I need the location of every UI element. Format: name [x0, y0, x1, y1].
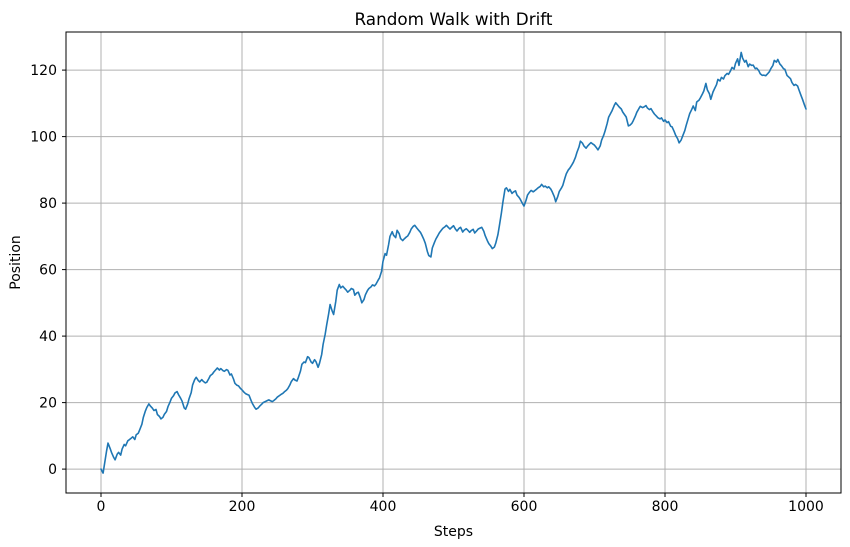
- y-tick-label: 20: [39, 396, 57, 412]
- random-walk-line: [100, 51, 807, 474]
- x-tick-label: 400: [370, 499, 397, 515]
- x-tick-label: 800: [652, 499, 679, 515]
- y-tick-label: 100: [30, 130, 57, 146]
- y-tick-label: 120: [30, 63, 57, 79]
- x-tick-label: 600: [511, 499, 538, 515]
- x-tick-label: 200: [229, 499, 256, 515]
- y-tick-label: 80: [39, 196, 57, 212]
- axis-ticks: [62, 69, 807, 497]
- y-tick-label: 40: [39, 329, 57, 345]
- tick-labels: 0 200 400 600 800 1000 0 20 40 60 80 100 120: [30, 63, 824, 515]
- y-tick-label: 60: [39, 263, 57, 279]
- chart-title: Random Walk with Drift: [355, 9, 553, 29]
- x-tick-label: 0: [97, 499, 106, 515]
- y-axis-label: Position: [8, 235, 24, 290]
- x-axis-label: Steps: [434, 524, 473, 540]
- x-tick-label: 1000: [788, 499, 824, 515]
- plot-border: [65, 31, 842, 494]
- y-tick-label: 0: [48, 462, 57, 478]
